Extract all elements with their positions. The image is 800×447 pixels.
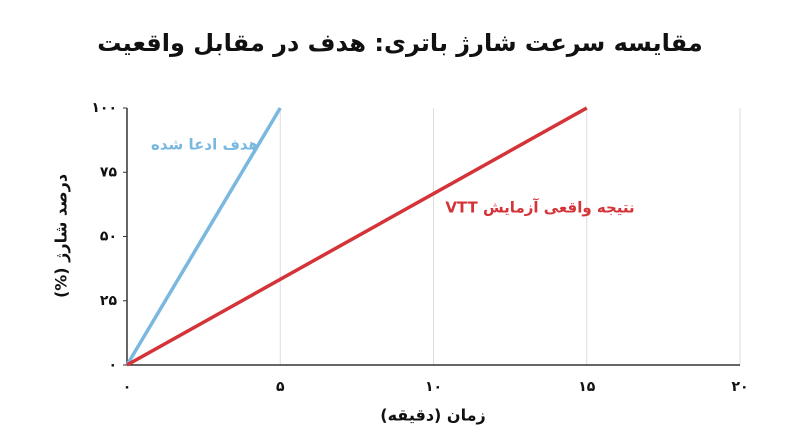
x-tick-label: ۱۵ (578, 379, 596, 395)
y-axis-label: درصد شارژ (%) (52, 174, 71, 298)
y-tick-label: ۱۰۰ (91, 100, 117, 116)
series-label: نتیجه واقعی آزمایش VTT (445, 199, 634, 217)
chart-title: مقایسه سرعت شارژ باتری: هدف در مقابل واق… (97, 29, 702, 57)
series-line (126, 106, 588, 367)
series-label: هدف ادعا شده (151, 136, 259, 154)
x-axis-label: زمان (دقیقه) (380, 406, 485, 425)
x-tick-label: ۲۰ (731, 379, 748, 395)
series-line (125, 107, 282, 366)
y-tick-label: ۵۰ (100, 229, 117, 245)
x-tick-label: ۵ (276, 379, 285, 395)
y-tick-label: ۰ (108, 357, 117, 373)
x-tick-label: ۱۰ (425, 379, 442, 395)
y-tick-label: ۷۵ (100, 164, 118, 180)
y-tick-label: ۲۵ (100, 293, 118, 309)
x-tick-label: ۰ (123, 379, 132, 395)
